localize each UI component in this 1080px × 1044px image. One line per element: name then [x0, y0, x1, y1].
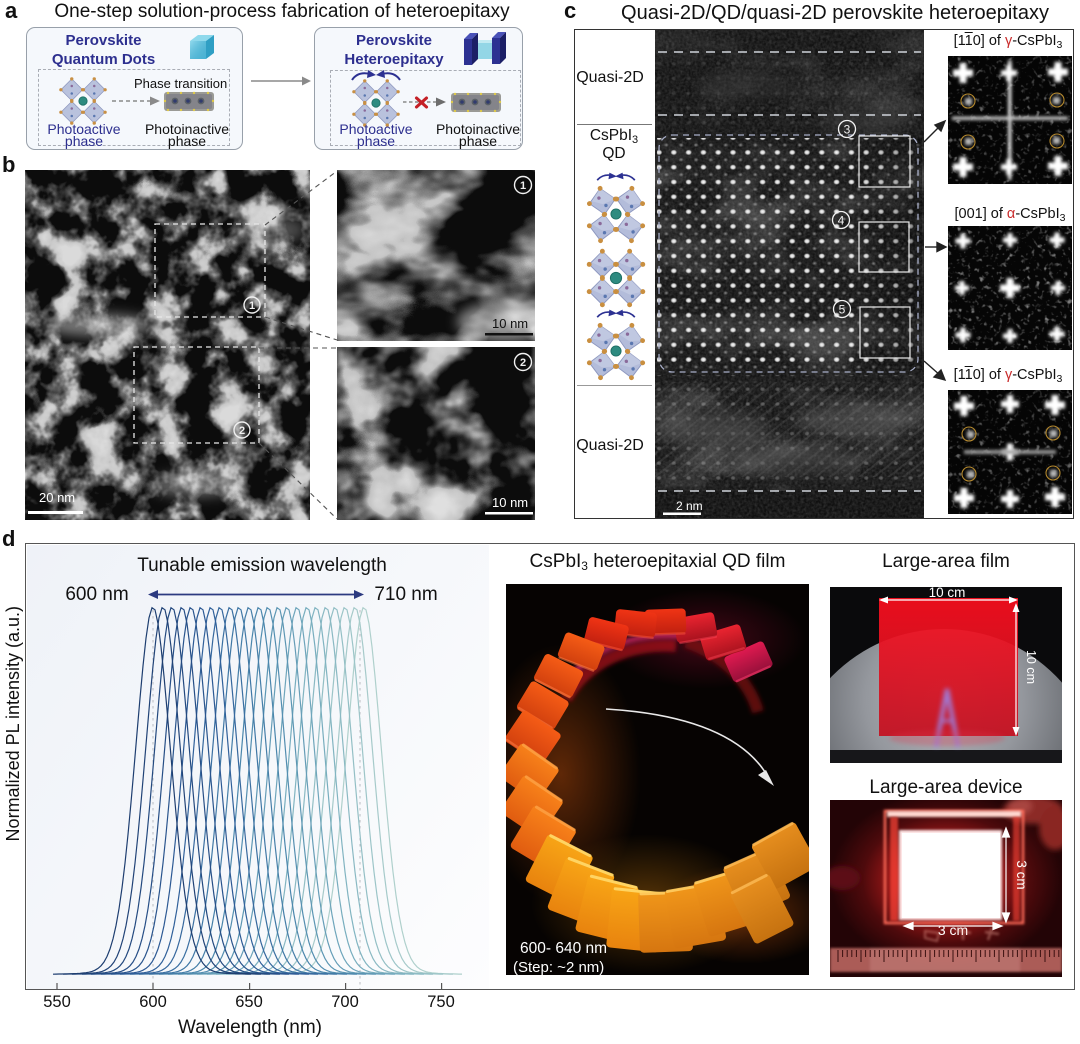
svg-text:3: 3	[844, 123, 851, 137]
svg-text:10 cm: 10 cm	[1024, 650, 1038, 684]
svg-text:2: 2	[520, 357, 526, 369]
svg-text:2: 2	[239, 425, 245, 437]
svg-text:10 nm: 10 nm	[492, 495, 528, 510]
svg-text:4: 4	[838, 214, 845, 228]
svg-text:(Step: ~2 nm): (Step: ~2 nm)	[513, 959, 604, 975]
svg-text:1: 1	[520, 180, 526, 192]
svg-text:2 nm: 2 nm	[676, 499, 703, 513]
svg-text:10 cm: 10 cm	[929, 587, 966, 600]
svg-text:10 nm: 10 nm	[492, 316, 528, 331]
svg-text:3 cm: 3 cm	[1014, 860, 1029, 889]
svg-text:600- 640 nm: 600- 640 nm	[520, 940, 607, 957]
svg-text:1: 1	[249, 300, 255, 312]
svg-text:20 nm: 20 nm	[39, 490, 75, 505]
svg-text:3 cm: 3 cm	[938, 922, 968, 938]
svg-text:5: 5	[839, 303, 846, 317]
